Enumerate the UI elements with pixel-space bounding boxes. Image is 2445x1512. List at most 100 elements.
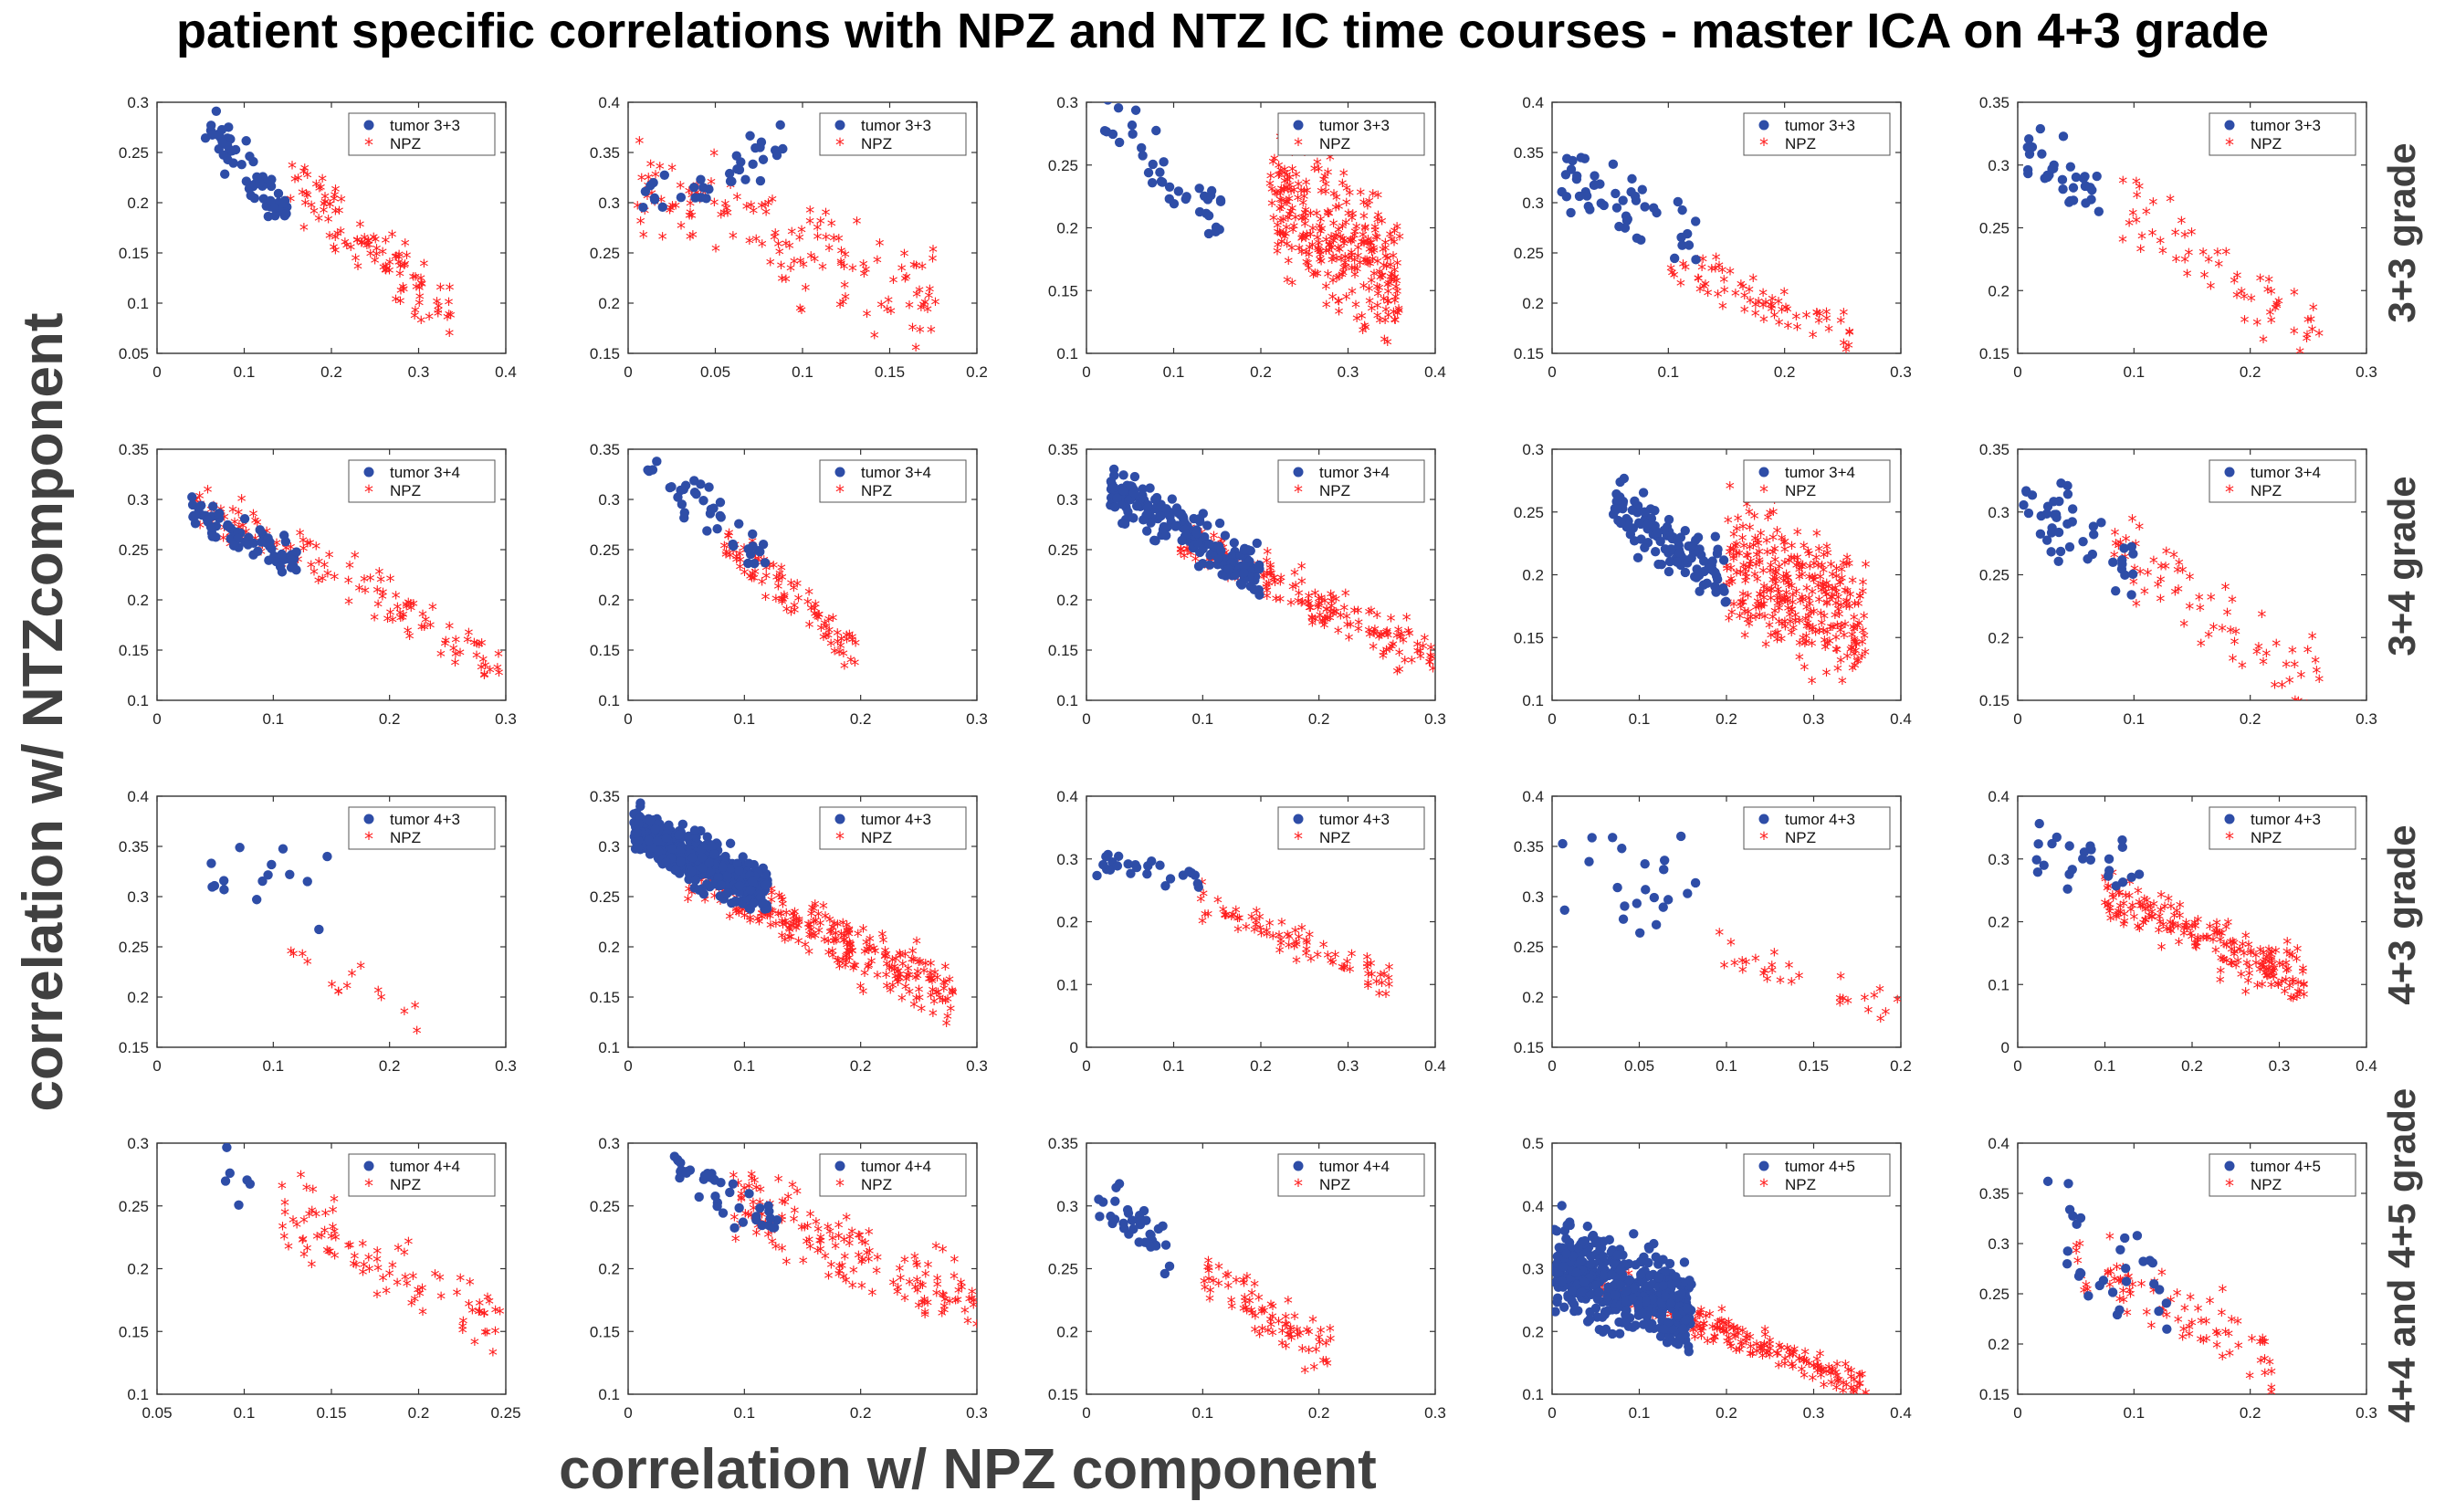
npz-point: * bbox=[813, 1243, 823, 1265]
tumor-point bbox=[302, 877, 312, 887]
npz-point: * bbox=[858, 1252, 867, 1274]
npz-point: * bbox=[2198, 929, 2208, 951]
npz-point: * bbox=[1338, 231, 1348, 253]
npz-point: * bbox=[1372, 279, 1381, 301]
npz-point: * bbox=[1262, 577, 1271, 599]
npz-point: * bbox=[770, 229, 779, 251]
npz-point: * bbox=[1770, 552, 1779, 574]
npz-point: * bbox=[1334, 623, 1343, 645]
npz-point: * bbox=[1831, 581, 1840, 603]
tumor-point bbox=[2078, 854, 2088, 864]
npz-point: * bbox=[912, 257, 921, 279]
tumor-point bbox=[1571, 171, 1582, 181]
npz-point: * bbox=[950, 1251, 959, 1273]
npz-point: * bbox=[1350, 252, 1359, 274]
y-tick-label: 0.2 bbox=[127, 989, 149, 1006]
npz-point: * bbox=[811, 596, 820, 618]
npz-point: * bbox=[1750, 530, 1759, 552]
npz-point: * bbox=[382, 1283, 391, 1305]
tumor-point bbox=[1137, 142, 1147, 153]
npz-point: * bbox=[919, 962, 929, 984]
legend-tumor-marker bbox=[1293, 1160, 1304, 1171]
npz-point: * bbox=[792, 1183, 802, 1205]
npz-point: * bbox=[2264, 954, 2273, 976]
tumor-point bbox=[2027, 490, 2038, 500]
npz-point: * bbox=[1845, 325, 1854, 347]
npz-point: * bbox=[1375, 985, 1384, 1007]
npz-point: * bbox=[2182, 920, 2191, 942]
npz-point: * bbox=[1284, 210, 1293, 232]
npz-point: * bbox=[1858, 623, 1867, 645]
npz-point: * bbox=[1832, 584, 1842, 606]
npz-point: * bbox=[2178, 562, 2188, 584]
npz-point: * bbox=[845, 926, 854, 948]
legend-npz-label: NPZ bbox=[861, 135, 892, 152]
npz-point: * bbox=[1305, 1324, 1314, 1346]
legend-tumor-label: tumor 3+3 bbox=[1785, 117, 1855, 134]
tumor-point bbox=[1642, 520, 1653, 530]
npz-point: * bbox=[1822, 624, 1831, 646]
npz-point: * bbox=[2298, 964, 2307, 986]
npz-point: * bbox=[1780, 541, 1789, 563]
tumor-point bbox=[1192, 878, 1203, 888]
npz-point: * bbox=[1394, 622, 1403, 644]
npz-point: * bbox=[1362, 252, 1371, 274]
npz-point: * bbox=[939, 981, 949, 1003]
npz-point: * bbox=[1792, 557, 1801, 579]
npz-point: * bbox=[1289, 182, 1298, 204]
npz-point: * bbox=[1390, 293, 1400, 315]
tumor-point bbox=[745, 885, 756, 895]
npz-point: * bbox=[939, 1286, 948, 1308]
tumor-point bbox=[661, 857, 672, 867]
npz-point: * bbox=[2229, 934, 2238, 956]
npz-point: * bbox=[777, 592, 786, 614]
npz-point: * bbox=[932, 985, 941, 1007]
npz-point: * bbox=[1302, 174, 1311, 196]
npz-point: * bbox=[815, 1233, 824, 1255]
npz-point: * bbox=[1323, 1356, 1332, 1378]
legend-box bbox=[348, 1153, 496, 1197]
npz-point: * bbox=[1317, 590, 1326, 612]
npz-point: * bbox=[1313, 947, 1322, 969]
tumor-point bbox=[1640, 202, 1650, 212]
y-tick-label: 0.3 bbox=[1988, 504, 2010, 521]
npz-point: * bbox=[768, 192, 777, 214]
npz-point: * bbox=[863, 1244, 872, 1266]
npz-point: * bbox=[1305, 247, 1314, 268]
npz-point: * bbox=[1788, 1356, 1797, 1378]
npz-point: * bbox=[1822, 575, 1831, 597]
npz-point: * bbox=[1286, 204, 1296, 226]
tumor-point bbox=[1630, 191, 1641, 202]
npz-point: * bbox=[2310, 709, 2319, 730]
npz-point: * bbox=[822, 229, 831, 251]
tumor-point bbox=[650, 824, 661, 835]
npz-point: * bbox=[863, 941, 872, 963]
tumor-point bbox=[1683, 888, 1693, 898]
npz-point: * bbox=[834, 1217, 844, 1239]
legend-npz-marker: * bbox=[1759, 828, 1768, 850]
tumor-point bbox=[1147, 177, 1158, 188]
tumor-point bbox=[633, 835, 644, 846]
npz-point: * bbox=[2125, 215, 2134, 236]
npz-point: * bbox=[1780, 1350, 1789, 1372]
npz-point: * bbox=[1759, 311, 1768, 333]
tumor-point bbox=[2104, 866, 2114, 876]
legend-tumor-marker bbox=[1758, 120, 1769, 131]
x-tick-label: 0.25 bbox=[490, 1404, 520, 1422]
npz-point: * bbox=[819, 629, 828, 651]
points-layer: ****************************************… bbox=[1094, 1179, 1335, 1384]
x-tick-label: 0.3 bbox=[2356, 363, 2377, 381]
npz-point: * bbox=[1666, 260, 1675, 282]
tumor-point bbox=[1690, 877, 1701, 888]
tumor-point bbox=[702, 1168, 713, 1179]
legend-tumor-marker bbox=[834, 1160, 845, 1171]
npz-point: * bbox=[1196, 891, 1205, 913]
npz-point: * bbox=[1845, 324, 1854, 346]
tumor-point bbox=[1220, 530, 1231, 541]
npz-point: * bbox=[757, 197, 766, 219]
npz-point: * bbox=[1255, 1327, 1264, 1349]
tumor-point bbox=[1119, 519, 1130, 530]
npz-point: * bbox=[1327, 252, 1337, 274]
tumor-point bbox=[218, 150, 228, 160]
npz-point: * bbox=[331, 187, 340, 209]
